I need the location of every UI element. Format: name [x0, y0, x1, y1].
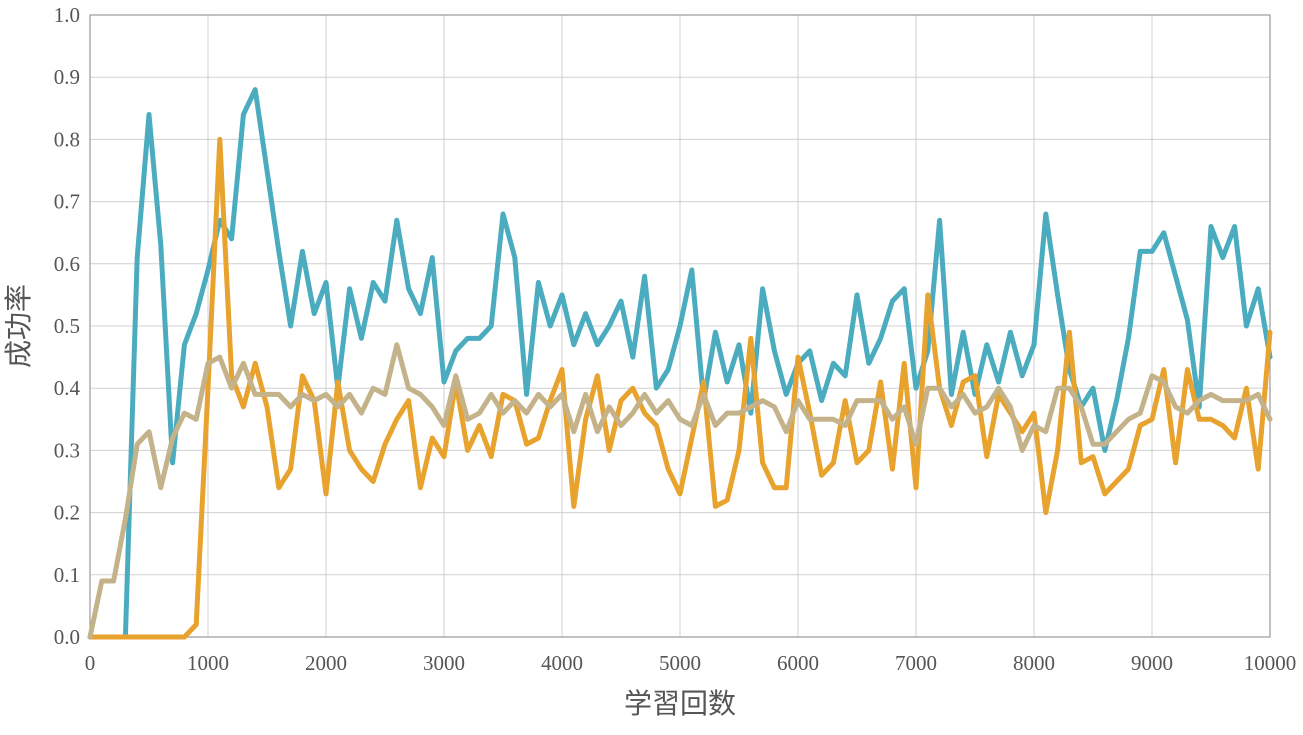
x-tick-labels: 0 1000 2000 3000 4000 5000 6000 7000 8000 9000 100… — [85, 651, 1297, 675]
y-axis-title: 成功率 — [2, 284, 35, 368]
x-axis-title: 学習回数 — [624, 687, 736, 720]
y-tick-label: 0.7 — [54, 190, 80, 214]
x-tick-label: 9000 — [1131, 651, 1173, 675]
y-tick-label: 0.3 — [54, 438, 80, 462]
y-tick-labels: 0.0 0.1 0.2 0.3 0.4 0.5 0.6 0.7 0.8 0.9 1.0 — [54, 3, 81, 649]
y-tick-label: 0.1 — [54, 563, 80, 587]
x-tick-label: 3000 — [423, 651, 465, 675]
y-tick-label: 0.6 — [54, 252, 80, 276]
series-line-2 — [87, 136, 1273, 640]
y-tick-label: 0.0 — [54, 625, 80, 649]
x-tick-label: 10000 — [1244, 651, 1297, 675]
y-tick-label: 0.8 — [54, 127, 80, 151]
y-tick-label: 0.4 — [54, 376, 81, 400]
series-lines — [87, 87, 1273, 640]
x-tick-label: 0 — [85, 651, 96, 675]
x-tick-label: 7000 — [895, 651, 937, 675]
x-tick-label: 6000 — [777, 651, 819, 675]
y-tick-label: 0.5 — [54, 314, 80, 338]
plot-frame — [89, 14, 1271, 638]
x-tick-label: 4000 — [541, 651, 583, 675]
x-tick-label: 5000 — [659, 651, 701, 675]
y-tick-label: 0.9 — [54, 65, 80, 89]
x-tick-label: 2000 — [305, 651, 347, 675]
series-line-3 — [87, 342, 1273, 640]
y-tick-label: 0.2 — [54, 501, 80, 525]
y-tick-label: 1.0 — [54, 3, 80, 27]
x-tick-label: 1000 — [187, 651, 229, 675]
x-tick-label: 8000 — [1013, 651, 1055, 675]
